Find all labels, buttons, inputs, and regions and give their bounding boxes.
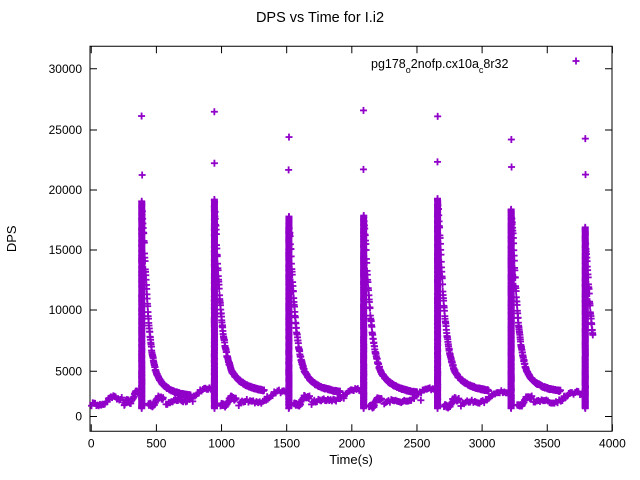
svg-text:500: 500 [146, 436, 166, 450]
svg-text:2500: 2500 [404, 436, 431, 450]
svg-text:10000: 10000 [49, 303, 83, 317]
svg-text:3000: 3000 [469, 436, 496, 450]
svg-text:5000: 5000 [55, 364, 82, 378]
svg-text:3500: 3500 [534, 436, 561, 450]
svg-text:2000: 2000 [338, 436, 365, 450]
svg-text:Time(s): Time(s) [329, 452, 373, 467]
svg-text:25000: 25000 [49, 123, 83, 137]
svg-text:DPS vs Time for I.i2: DPS vs Time for I.i2 [256, 10, 384, 26]
svg-text:4000: 4000 [599, 436, 626, 450]
svg-text:1000: 1000 [208, 436, 235, 450]
svg-text:30000: 30000 [49, 62, 83, 76]
svg-text:0: 0 [75, 410, 82, 424]
svg-text:0: 0 [88, 436, 95, 450]
svg-text:1500: 1500 [273, 436, 300, 450]
svg-text:DPS: DPS [4, 225, 19, 252]
svg-text:20000: 20000 [49, 183, 83, 197]
svg-text:15000: 15000 [49, 243, 83, 257]
